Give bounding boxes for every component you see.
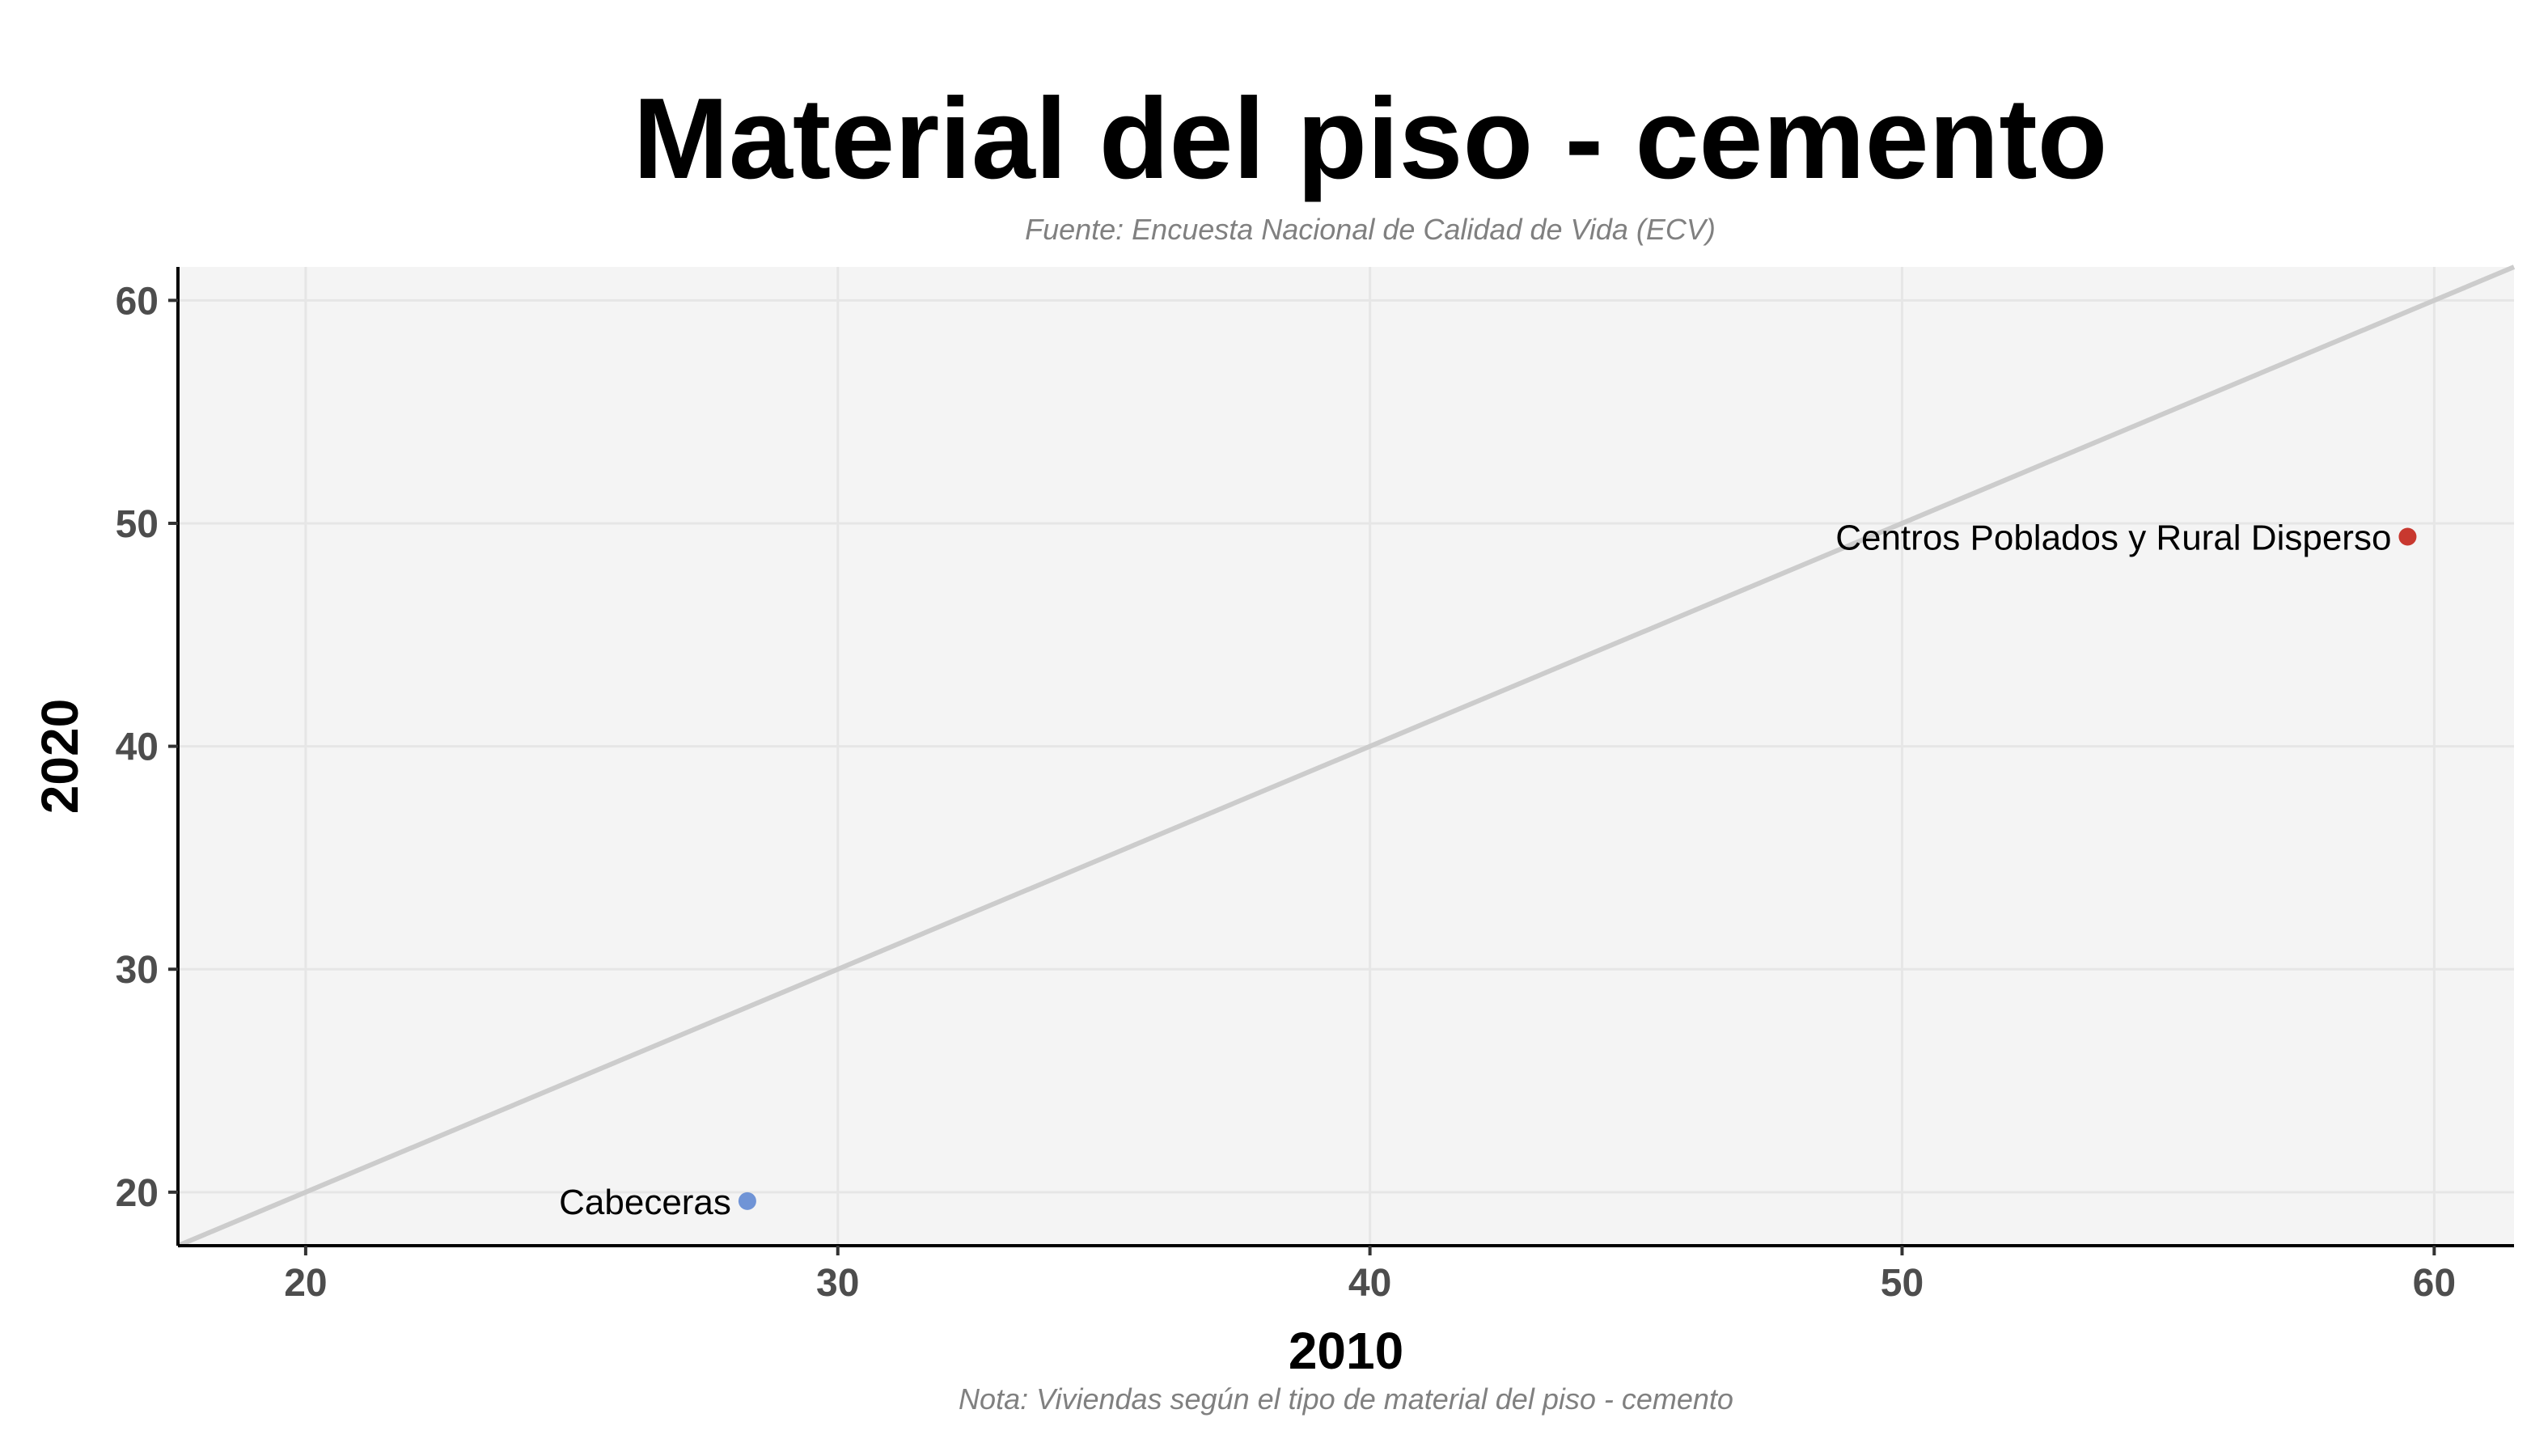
y-tick-label-50: 50 bbox=[116, 503, 159, 546]
x-axis-ticks: 20 30 40 50 60 bbox=[284, 1246, 2456, 1305]
y-axis-ticks: 20 30 40 50 60 bbox=[116, 280, 178, 1215]
y-tick-label-20: 20 bbox=[116, 1172, 159, 1215]
data-points: Cabeceras Centros Poblados y Rural Disper… bbox=[559, 518, 2417, 1222]
x-tick-label-60: 60 bbox=[2413, 1262, 2456, 1305]
data-point-1 bbox=[738, 1191, 756, 1210]
y-axis-title: 2020 bbox=[31, 699, 89, 814]
x-tick-label-20: 20 bbox=[284, 1262, 327, 1305]
data-point-label-1: Cabeceras bbox=[559, 1183, 731, 1222]
chart-caption: Nota: Viviendas según el tipo de materia… bbox=[959, 1382, 1733, 1416]
x-tick-label-30: 30 bbox=[816, 1262, 859, 1305]
x-tick-label-40: 40 bbox=[1348, 1262, 1391, 1305]
y-tick-label-60: 60 bbox=[116, 280, 159, 323]
vertical-gridlines bbox=[304, 267, 2436, 1246]
x-tick-label-50: 50 bbox=[1881, 1262, 1924, 1305]
chart-title: Material del piso - cemento bbox=[633, 74, 2108, 203]
x-axis-title: 2010 bbox=[1289, 1322, 1403, 1380]
chart-subtitle: Fuente: Encuesta Nacional de Calidad de … bbox=[1025, 213, 1716, 246]
data-point-label-2: Centros Poblados y Rural Disperso bbox=[1835, 518, 2391, 558]
data-point-2 bbox=[2398, 527, 2417, 546]
horizontal-gridlines bbox=[178, 298, 2514, 1194]
y-tick-label-40: 40 bbox=[116, 726, 159, 769]
identity-reference-line bbox=[176, 265, 2516, 1248]
y-tick-label-30: 30 bbox=[116, 949, 159, 992]
